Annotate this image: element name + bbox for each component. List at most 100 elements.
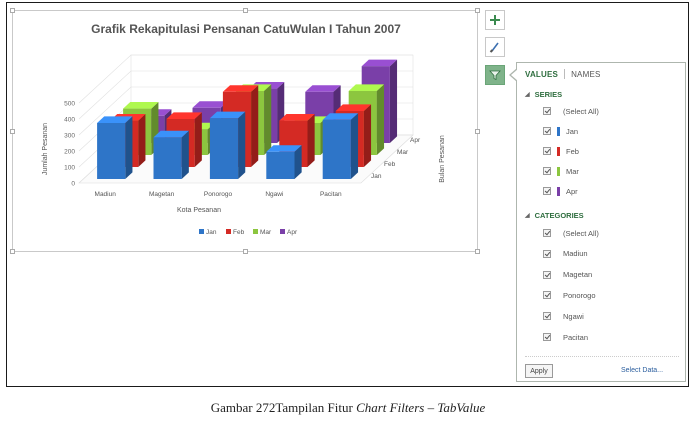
bar-top [361, 59, 398, 67]
resize-handle[interactable] [10, 249, 15, 254]
category-filter-item[interactable]: Ponorogo [543, 289, 596, 301]
bar-side [363, 104, 372, 167]
checkbox[interactable] [543, 229, 551, 237]
resize-handle[interactable] [475, 129, 480, 134]
panel-tabs: VALUES NAMES [525, 69, 601, 79]
depth-tick-label: Feb [384, 161, 396, 168]
x-tick-label: Pacitan [320, 191, 342, 198]
series-filter-label: Mar [566, 166, 579, 176]
bar-jan-ngawi [266, 145, 302, 179]
depth-tick-label: Jan [371, 173, 382, 180]
checkbox[interactable] [543, 107, 551, 115]
category-filter-item[interactable]: Pacitan [543, 331, 588, 343]
brush-icon [489, 42, 499, 53]
chart-area[interactable]: Grafik Rekapitulasi Pensanan CatuWulan I… [10, 8, 480, 254]
resize-handle[interactable] [475, 8, 480, 13]
plus-icon [490, 15, 500, 25]
bar-top [266, 145, 302, 152]
legend-label: Jan [206, 229, 217, 236]
apply-button[interactable]: Apply [525, 364, 553, 378]
legend-swatch [199, 229, 204, 234]
x-tick-label: Ngawi [265, 191, 283, 198]
bar-jan-ponorogo [209, 111, 246, 179]
bar-side [294, 145, 302, 179]
series-color-swatch [557, 166, 560, 176]
caption-text: Gambar 272Tampilan Fitur [210, 400, 357, 415]
legend-swatch [280, 229, 285, 234]
category-filter-label: Magetan [563, 270, 593, 280]
bar-jan-pacitan [322, 113, 359, 179]
checkbox[interactable] [543, 127, 551, 135]
category-filter-label: (Select All) [563, 228, 599, 238]
bar-jan-madiun [97, 116, 133, 179]
series-filter-item[interactable]: Jan [543, 125, 578, 137]
series-color-swatch [557, 126, 560, 136]
bar-side [125, 116, 133, 179]
chart-filters-button[interactable] [485, 65, 505, 85]
series-filter-item[interactable]: (Select All) [543, 105, 599, 117]
bar-top [222, 85, 259, 92]
checkbox[interactable] [543, 270, 551, 279]
checkbox[interactable] [543, 291, 551, 300]
bar-side [350, 113, 359, 179]
resize-handle[interactable] [10, 8, 15, 13]
checkbox[interactable] [543, 147, 551, 155]
bar-side [138, 114, 146, 167]
depth-tick-label: Mar [397, 149, 409, 156]
series-filter-item[interactable]: Mar [543, 165, 579, 177]
category-filter-item[interactable]: Ngawi [543, 310, 584, 322]
tab-names[interactable]: NAMES [571, 69, 601, 79]
category-filter-item[interactable]: (Select All) [543, 227, 599, 239]
category-filter-label: Pacitan [563, 332, 589, 342]
y-tick-label: 500 [64, 101, 75, 108]
chart-filters-panel: VALUES NAMES ◢ SERIES (Select All) Jan Feb… [516, 62, 686, 382]
bar-front [153, 137, 182, 179]
category-filter-label: Madiun [563, 249, 588, 259]
bar-side [251, 85, 259, 167]
legend-label: Mar [260, 229, 272, 236]
chart-elements-button[interactable] [485, 10, 505, 30]
y-tick-label: 0 [71, 181, 75, 188]
chart-styles-button[interactable] [485, 37, 505, 57]
x-tick-label: Madiun [95, 191, 117, 198]
gridline [78, 70, 413, 120]
y-tick-label: 300 [64, 133, 75, 140]
depth-tick-label: Apr [410, 137, 421, 144]
tab-values[interactable]: VALUES [525, 69, 559, 79]
select-data-link[interactable]: Select Data... [621, 367, 664, 374]
series-filter-label: Apr [566, 186, 578, 196]
bar-front [209, 118, 239, 179]
legend-swatch [226, 229, 231, 234]
series-filter-item[interactable]: Apr [543, 185, 578, 197]
checkbox[interactable] [543, 333, 551, 341]
resize-handle[interactable] [475, 249, 480, 254]
legend-label: Feb [233, 229, 245, 236]
checkbox[interactable] [543, 187, 551, 195]
y-tick-label: 100 [64, 165, 75, 172]
bar-side [238, 111, 246, 179]
bar-top [279, 114, 315, 121]
bar-side [376, 84, 385, 155]
bar-top [123, 102, 159, 109]
funnel-icon [489, 70, 501, 81]
category-filter-item[interactable]: Magetan [543, 269, 592, 281]
depth-axis-title: Bulan Pesanan [439, 135, 446, 183]
bar-side [389, 59, 398, 143]
series-filter-label: Jan [566, 126, 579, 136]
bar-front [97, 123, 126, 179]
resize-handle[interactable] [10, 129, 15, 134]
checkbox[interactable] [543, 249, 551, 258]
series-section-header[interactable]: ◢ SERIES [525, 90, 562, 99]
checkbox[interactable] [543, 167, 551, 175]
category-filter-item[interactable]: Madiun [543, 248, 588, 260]
gridline [78, 54, 413, 104]
y-tick-label: 400 [64, 117, 75, 124]
bar-top [97, 116, 133, 123]
resize-handle[interactable] [243, 8, 248, 13]
bar-front [266, 151, 295, 179]
caption-italic-text: Chart Filters – TabValue [356, 400, 486, 415]
checkbox[interactable] [543, 312, 551, 321]
resize-handle[interactable] [243, 249, 248, 254]
categories-section-header[interactable]: ◢ CATEGORIES [525, 211, 584, 220]
series-filter-item[interactable]: Feb [543, 145, 579, 157]
